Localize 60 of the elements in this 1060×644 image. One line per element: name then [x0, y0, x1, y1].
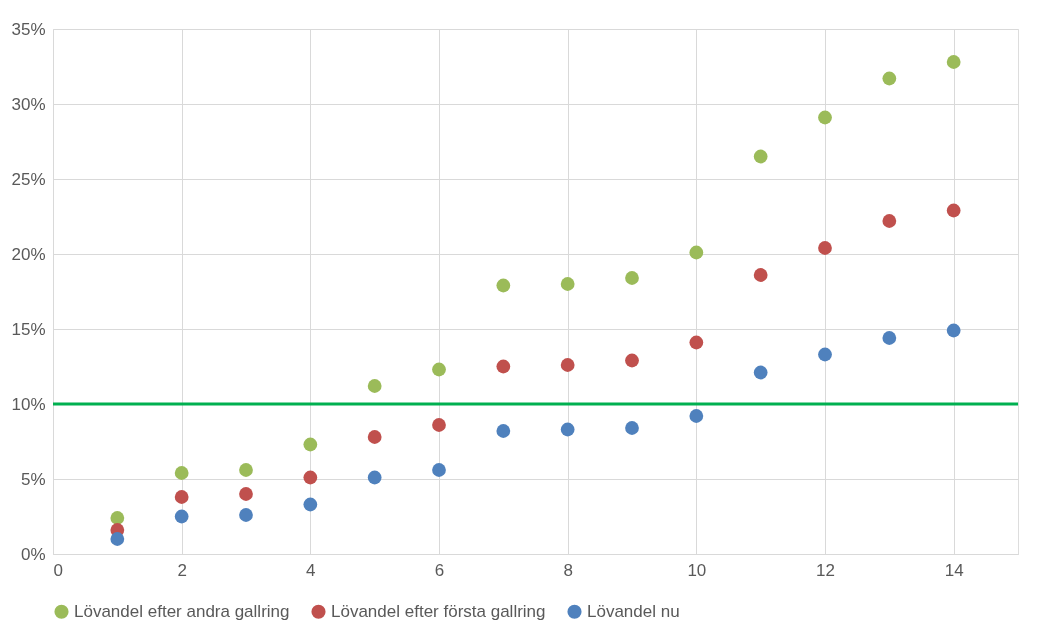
- point: [239, 487, 253, 501]
- point: [432, 463, 446, 477]
- point: [496, 278, 511, 293]
- point: [496, 424, 511, 438]
- point: [625, 353, 639, 368]
- x-tick-label: 14: [944, 560, 964, 580]
- point: [946, 55, 961, 69]
- point: [432, 418, 446, 432]
- point: [753, 365, 768, 380]
- point: [753, 268, 768, 282]
- point: [753, 149, 768, 164]
- point: [174, 490, 189, 504]
- y-tick-label: 10%: [11, 394, 46, 414]
- point: [882, 214, 897, 228]
- point: [946, 203, 961, 218]
- point: [303, 437, 318, 452]
- legend-label: Lövandel efter andra gallring: [74, 601, 290, 621]
- point: [689, 245, 704, 260]
- point: [303, 470, 318, 485]
- y-tick-label: 25%: [11, 169, 46, 189]
- point: [560, 277, 575, 291]
- point: [818, 347, 832, 362]
- legend-label: Lövandel efter första gallring: [331, 601, 546, 621]
- point: [818, 241, 832, 255]
- point: [110, 532, 125, 546]
- point: [367, 430, 382, 444]
- legend-label: Lövandel nu: [587, 601, 680, 621]
- point: [560, 358, 575, 372]
- point: [367, 470, 382, 485]
- y-tick-label: 20%: [11, 244, 46, 264]
- x-tick-label: 0: [53, 560, 63, 580]
- point: [496, 359, 511, 374]
- x-tick-label: 2: [177, 560, 187, 580]
- point: [174, 466, 189, 480]
- point: [239, 508, 253, 522]
- x-tick-label: 8: [563, 560, 573, 580]
- y-tick-label: 35%: [11, 19, 46, 39]
- point: [625, 421, 639, 435]
- point: [303, 497, 318, 512]
- point: [560, 422, 575, 437]
- point: [882, 71, 897, 86]
- y-tick-label: 0%: [20, 544, 46, 564]
- x-tick-label: 6: [434, 560, 445, 580]
- point: [432, 362, 446, 377]
- point: [818, 110, 832, 125]
- y-tick-label: 30%: [11, 94, 46, 114]
- x-tick-label: 4: [306, 560, 316, 580]
- x-tick-label: 12: [816, 560, 835, 580]
- point: [367, 379, 382, 393]
- point: [689, 409, 704, 423]
- point: [239, 463, 253, 477]
- point: [625, 271, 639, 285]
- y-tick-label: 15%: [11, 319, 46, 339]
- point: [110, 511, 125, 525]
- y-tick-label: 5%: [20, 469, 46, 489]
- point: [689, 335, 704, 350]
- point: [946, 323, 961, 338]
- point: [882, 331, 897, 345]
- x-tick-label: 10: [687, 560, 707, 580]
- point: [174, 509, 189, 524]
